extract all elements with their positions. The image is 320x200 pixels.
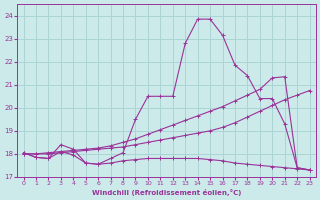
X-axis label: Windchill (Refroidissement éolien,°C): Windchill (Refroidissement éolien,°C) [92, 189, 241, 196]
